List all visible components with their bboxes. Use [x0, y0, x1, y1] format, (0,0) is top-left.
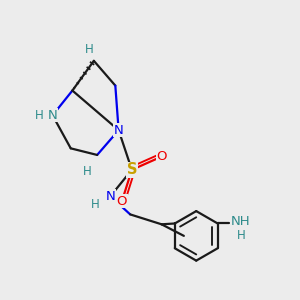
Text: O: O: [156, 150, 167, 163]
Text: H: H: [91, 198, 100, 211]
Text: H: H: [83, 165, 92, 178]
Text: S: S: [127, 162, 137, 177]
Text: N: N: [48, 109, 58, 122]
Text: N: N: [106, 190, 115, 203]
Text: NH: NH: [231, 215, 250, 228]
Text: H: H: [236, 229, 245, 242]
Text: O: O: [117, 195, 127, 208]
Text: H: H: [85, 43, 93, 56]
Text: H: H: [35, 109, 44, 122]
Text: N: N: [114, 124, 124, 137]
